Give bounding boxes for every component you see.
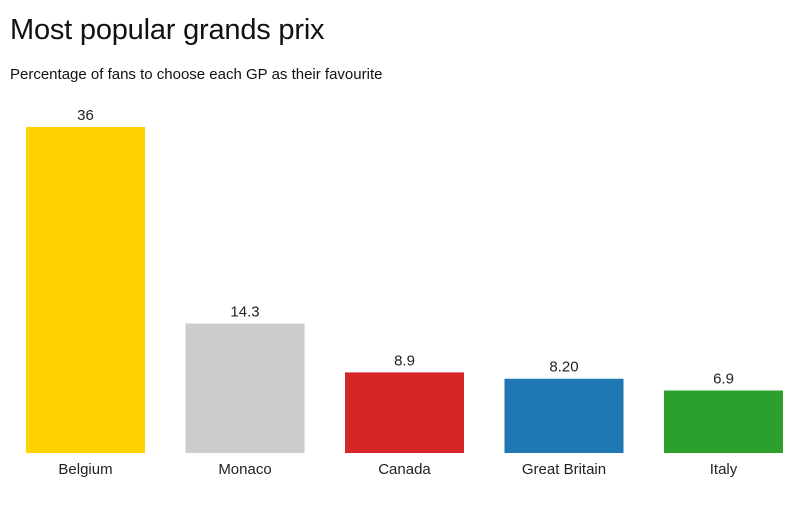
value-label-great-britain: 8.20	[549, 359, 578, 376]
bar-belgium	[26, 127, 145, 453]
value-label-group: 36 14.3 8.9 8.20 6.9	[77, 107, 734, 388]
chart-subtitle: Percentage of fans to choose each GP as …	[10, 66, 383, 83]
category-label-belgium: Belgium	[58, 461, 112, 478]
value-label-canada: 8.9	[394, 352, 415, 369]
category-label-monaco: Monaco	[218, 461, 271, 478]
value-label-italy: 6.9	[713, 371, 734, 388]
value-label-belgium: 36	[77, 107, 94, 124]
category-label-great-britain: Great Britain	[522, 461, 606, 478]
value-label-monaco: 14.3	[230, 304, 259, 321]
bar-great-britain	[504, 378, 624, 453]
bar-canada	[345, 372, 464, 453]
bar-group	[26, 127, 783, 453]
category-label-italy: Italy	[710, 461, 738, 478]
category-label-canada: Canada	[378, 461, 431, 478]
bar-italy	[664, 390, 783, 453]
chart-title: Most popular grands prix	[10, 14, 325, 46]
category-label-group: Belgium Monaco Canada Great Britain Italy	[58, 461, 737, 478]
bar-monaco	[185, 323, 305, 453]
